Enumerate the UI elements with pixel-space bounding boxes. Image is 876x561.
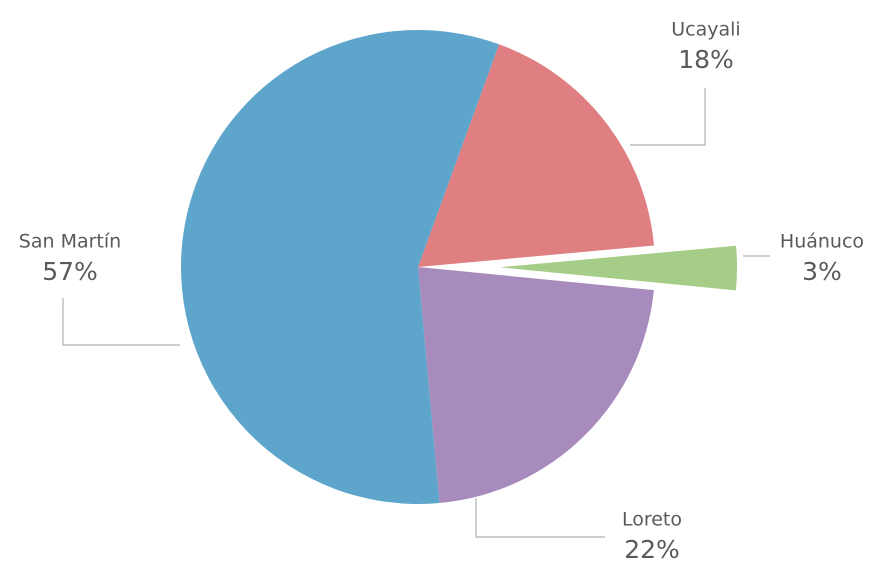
slice-name: Loreto <box>622 509 682 531</box>
leader-line <box>62 298 180 346</box>
leader-line <box>475 498 605 538</box>
pie-slice <box>418 44 655 268</box>
slice-percent: 18% <box>678 45 734 74</box>
slice-name: Ucayali <box>671 19 740 41</box>
slice-name: Huánuco <box>780 231 864 253</box>
leader-line <box>630 88 706 146</box>
slice-percent: 22% <box>624 535 680 561</box>
pie-slice <box>180 29 500 504</box>
pie-slice <box>418 267 654 504</box>
slices <box>180 29 737 504</box>
slice-percent: 57% <box>42 257 98 286</box>
slice-percent: 3% <box>802 257 842 286</box>
pie-slice <box>499 245 737 291</box>
slice-name: San Martín <box>19 231 121 253</box>
labels: Ucayali 18% Huánuco 3% Loreto 22% San Martín 57… <box>19 19 864 561</box>
